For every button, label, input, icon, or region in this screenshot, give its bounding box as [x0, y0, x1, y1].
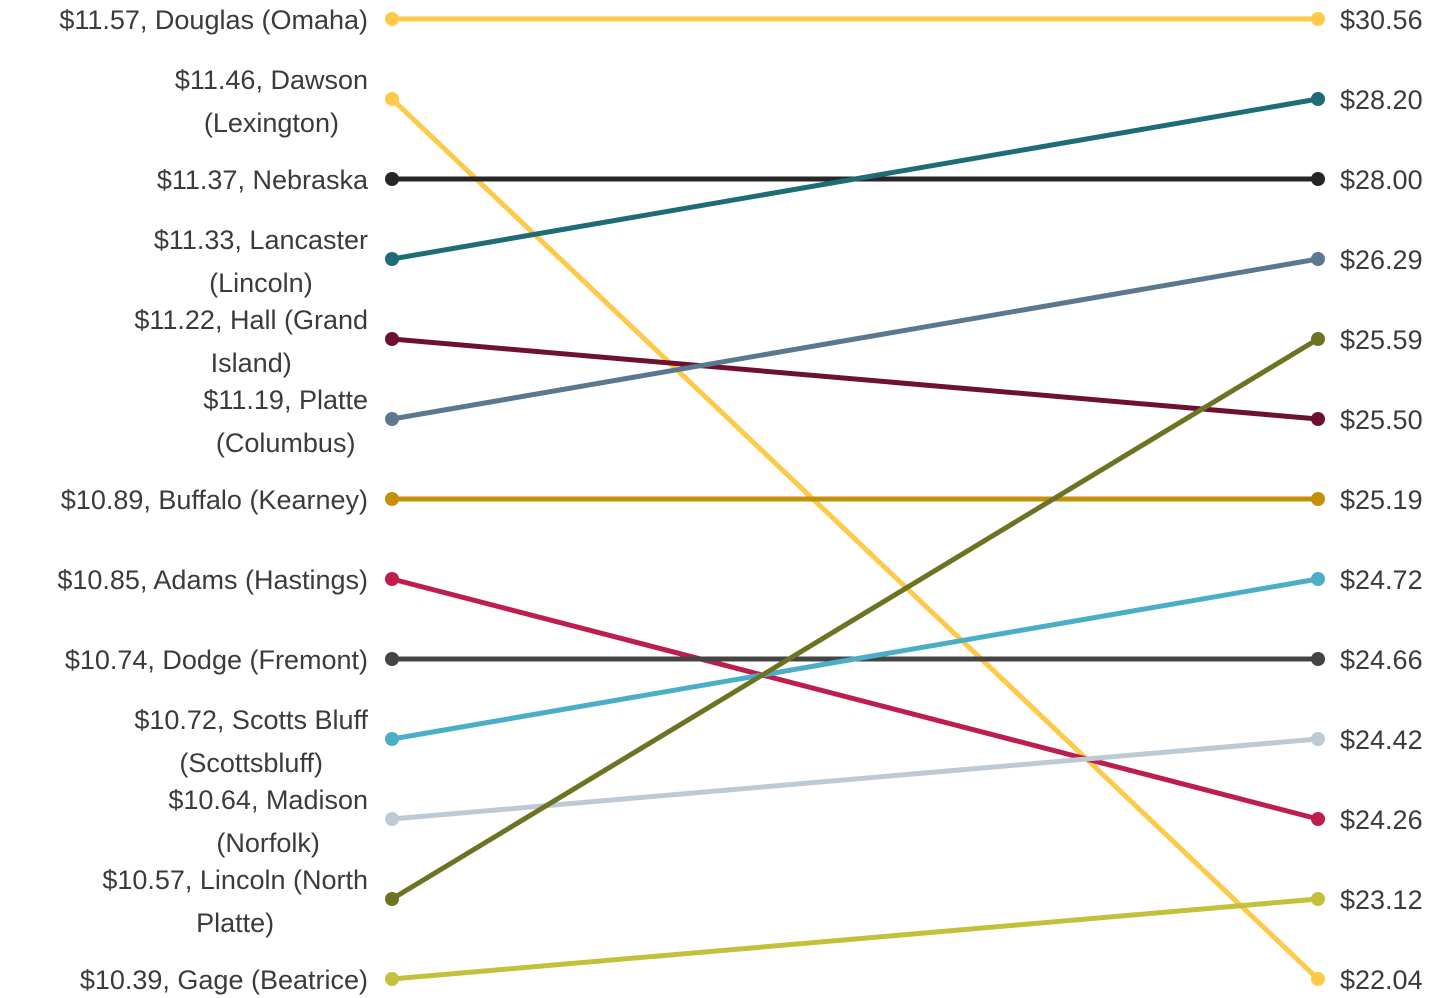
right-label-12: $23.12	[1340, 885, 1423, 915]
right-label-11: $25.59	[1340, 325, 1423, 355]
right-point-6	[1311, 492, 1325, 506]
right-point-10	[1311, 732, 1325, 746]
right-label-5: $26.29	[1340, 245, 1423, 275]
series-line-11	[389, 336, 1321, 902]
right-point-11	[1311, 332, 1325, 346]
left-label-line-1: $11.22, Hall (Grand	[134, 305, 368, 335]
series-lines	[389, 16, 1321, 982]
left-label-line-2: (Lincoln)	[209, 268, 313, 298]
left-point-3	[385, 252, 399, 266]
left-point-9	[385, 732, 399, 746]
left-label-9: $10.72, Scotts Bluff (Scottsbluff)	[134, 705, 368, 778]
left-label-line-2: (Norfolk)	[216, 828, 320, 858]
left-label-11: $10.57, Lincoln (North Platte)	[102, 865, 368, 938]
left-label-line-2: (Columbus)	[216, 428, 356, 458]
left-point-2	[385, 172, 399, 186]
left-label-5: $11.19, Platte (Columbus)	[203, 385, 368, 458]
right-label-8: $24.66	[1340, 645, 1423, 675]
right-label-0: $30.56	[1340, 5, 1423, 35]
left-label-line-2: Platte)	[196, 908, 274, 938]
right-point-4	[1311, 412, 1325, 426]
left-label-3: $11.33, Lancaster (Lincoln)	[154, 225, 368, 298]
left-label-7: $10.85, Adams (Hastings)	[57, 565, 368, 595]
series-labels: $11.57, Douglas (Omaha) $30.56 $11.46, Daw…	[57, 5, 1422, 995]
left-label-line-2: (Lexington)	[204, 108, 339, 138]
series-line-12	[389, 896, 1321, 982]
left-label-8: $10.74, Dodge (Fremont)	[65, 645, 368, 675]
series-points	[385, 12, 1325, 986]
left-point-6	[385, 492, 399, 506]
series-line-9	[389, 576, 1321, 742]
left-point-1	[385, 92, 399, 106]
right-point-7	[1311, 812, 1325, 826]
left-point-10	[385, 812, 399, 826]
right-point-0	[1311, 12, 1325, 26]
right-label-9: $24.72	[1340, 565, 1423, 595]
right-label-3: $28.20	[1340, 85, 1423, 115]
left-label-12: $10.39, Gage (Beatrice)	[80, 965, 368, 995]
left-label-0: $11.57, Douglas (Omaha)	[59, 5, 368, 35]
left-point-11	[385, 892, 399, 906]
left-point-5	[385, 412, 399, 426]
series-line-1	[389, 96, 1321, 982]
left-label-2: $11.37, Nebraska	[157, 165, 369, 195]
right-label-1: $22.04	[1340, 965, 1423, 995]
right-point-3	[1311, 92, 1325, 106]
right-point-2	[1311, 172, 1325, 186]
left-label-4: $11.22, Hall (Grand Island)	[134, 305, 368, 378]
left-label-6: $10.89, Buffalo (Kearney)	[61, 485, 368, 515]
series-line-10	[389, 736, 1321, 822]
right-label-4: $25.50	[1340, 405, 1423, 435]
right-point-5	[1311, 252, 1325, 266]
left-point-7	[385, 572, 399, 586]
left-point-0	[385, 12, 399, 26]
series-line-3	[389, 96, 1321, 262]
left-label-line-1: $11.19, Platte	[203, 385, 368, 415]
right-point-12	[1311, 892, 1325, 906]
right-label-7: $24.26	[1340, 805, 1423, 835]
left-label-line-1: $10.57, Lincoln (North	[102, 865, 368, 895]
left-label-10: $10.64, Madison (Norfolk)	[168, 785, 368, 858]
right-point-9	[1311, 572, 1325, 586]
left-label-line-1: $10.64, Madison	[168, 785, 368, 815]
left-label-line-2: Island)	[211, 348, 292, 378]
right-label-2: $28.00	[1340, 165, 1423, 195]
series-line-4	[389, 336, 1321, 422]
left-label-line-2: (Scottsbluff)	[179, 748, 323, 778]
right-point-1	[1311, 972, 1325, 986]
left-label-line-1: $10.72, Scotts Bluff	[134, 705, 368, 735]
left-point-8	[385, 652, 399, 666]
left-label-line-1: $11.33, Lancaster	[154, 225, 368, 255]
left-label-1: $11.46, Dawson (Lexington)	[175, 65, 368, 138]
left-point-12	[385, 972, 399, 986]
right-point-8	[1311, 652, 1325, 666]
right-label-10: $24.42	[1340, 725, 1423, 755]
series-line-5	[389, 256, 1321, 422]
left-point-4	[385, 332, 399, 346]
series-line-7	[389, 576, 1321, 822]
left-label-line-1: $11.46, Dawson	[175, 65, 368, 95]
right-label-6: $25.19	[1340, 485, 1423, 515]
